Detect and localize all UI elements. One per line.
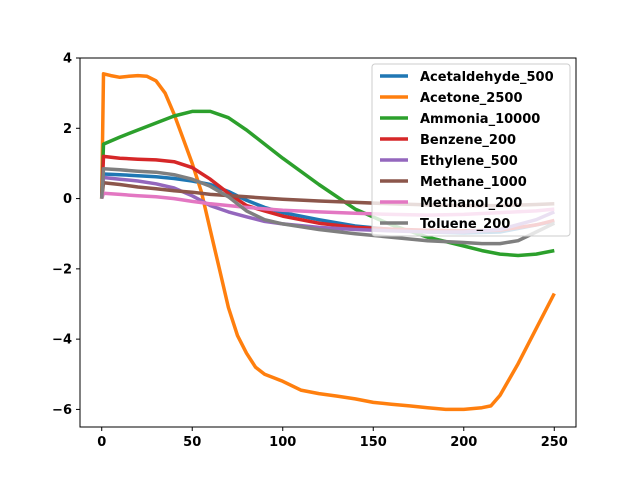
plot-frame	[79, 57, 577, 428]
y-tick-label: 4	[63, 52, 72, 67]
x-tick-label: 100	[269, 435, 296, 450]
legend-label: Toluene_200	[420, 217, 510, 232]
series-line-acetone-2500	[99, 72, 556, 412]
legend-label: Benzene_200	[420, 133, 516, 148]
legend-label: Ethylene_500	[420, 154, 518, 169]
series-line-ammonia-10000	[99, 109, 555, 258]
y-tick-label: −2	[52, 262, 72, 277]
series-line-toluene-200	[99, 166, 556, 246]
x-tick-label: 150	[360, 435, 387, 450]
y-tick-label: −4	[52, 333, 72, 348]
y-tick-label: −6	[52, 403, 72, 418]
legend-label: Ammonia_10000	[420, 112, 540, 127]
legend-label: Methane_1000	[420, 175, 527, 190]
legend-label: Methanol_200	[420, 196, 522, 211]
x-tick-label: 50	[183, 435, 201, 450]
legend-label: Acetone_2500	[420, 91, 522, 106]
y-tick-label: 2	[63, 122, 72, 137]
y-tick-label: 0	[63, 192, 72, 207]
legend-label: Acetaldehyde_500	[420, 70, 554, 85]
x-tick-label: 200	[450, 435, 477, 450]
x-tick-label: 250	[541, 435, 568, 450]
legend-box	[371, 63, 571, 237]
x-tick-label: 0	[97, 435, 106, 450]
